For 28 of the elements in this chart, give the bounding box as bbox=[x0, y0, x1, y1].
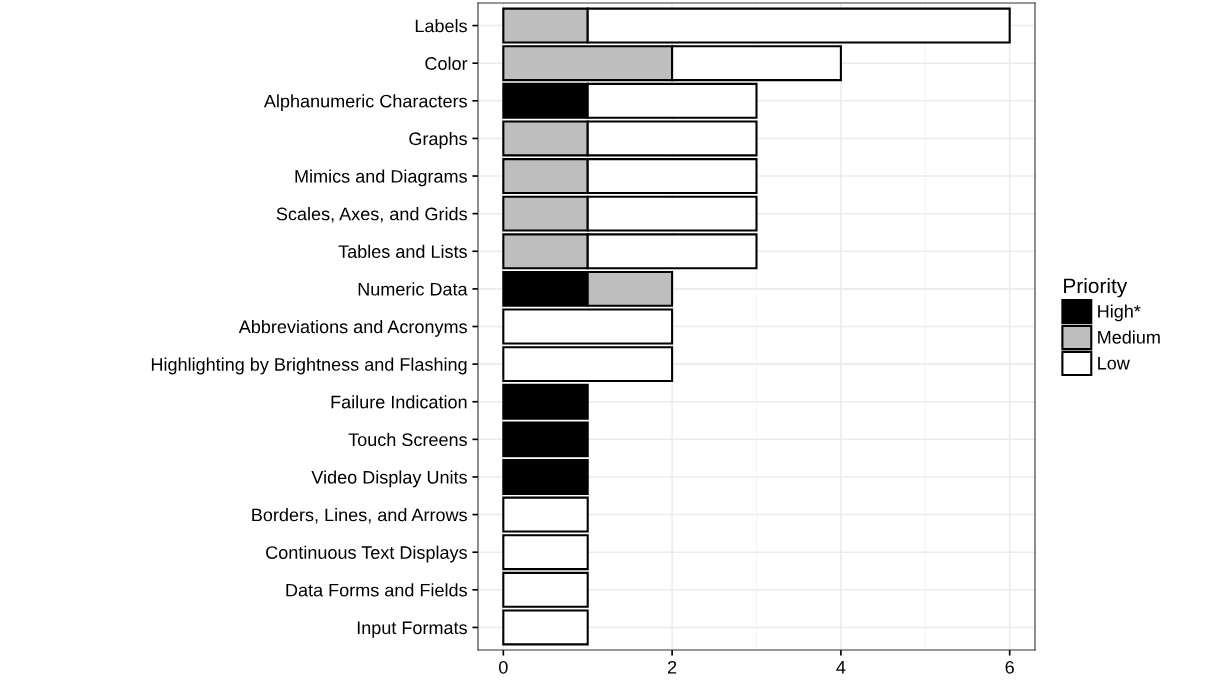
y-tick-label: Borders, Lines, and Arrows bbox=[252, 508, 467, 524]
y-tick-label: Color bbox=[425, 56, 468, 70]
x-tick-label: 6 bbox=[1005, 660, 1014, 674]
legend-label: Low bbox=[1098, 356, 1130, 370]
y-tick-label: Input Formats bbox=[357, 621, 467, 638]
y-tick-label: Failure Indication bbox=[331, 395, 467, 409]
bar bbox=[502, 308, 674, 345]
x-tick-label: 4 bbox=[836, 661, 846, 674]
y-tick-label: Alphanumeric Characters bbox=[263, 94, 467, 112]
bar bbox=[502, 346, 674, 383]
legend-title: Priority bbox=[1064, 277, 1128, 298]
y-tick-label: Touch Screens bbox=[348, 432, 467, 447]
bar bbox=[502, 459, 589, 495]
y-tick-label: Mimics and Diagrams bbox=[295, 169, 467, 187]
y-tick-label: Graphs bbox=[409, 131, 467, 149]
x-tick-label: 2 bbox=[667, 660, 677, 674]
y-tick-label: Continuous Text Displays bbox=[266, 545, 467, 563]
y-tick-label: Scales, Axes, and Grids bbox=[276, 207, 467, 223]
legend-label: Medium bbox=[1098, 330, 1160, 344]
y-tick-label: Numeric Data bbox=[358, 282, 468, 296]
y-tick-label: Abbreviations and Acronyms bbox=[238, 319, 467, 337]
y-tick-label: Tables and Lists bbox=[338, 244, 467, 258]
x-tick-label: 0 bbox=[499, 660, 508, 674]
y-tick-label: Labels bbox=[415, 19, 467, 33]
y-tick-label: Data Forms and Fields bbox=[286, 583, 467, 597]
legend-label: High* bbox=[1098, 304, 1141, 322]
y-tick-label: Highlighting by Brightness and Flashing bbox=[151, 357, 467, 375]
y-tick-label: Video Display Units bbox=[311, 470, 467, 488]
